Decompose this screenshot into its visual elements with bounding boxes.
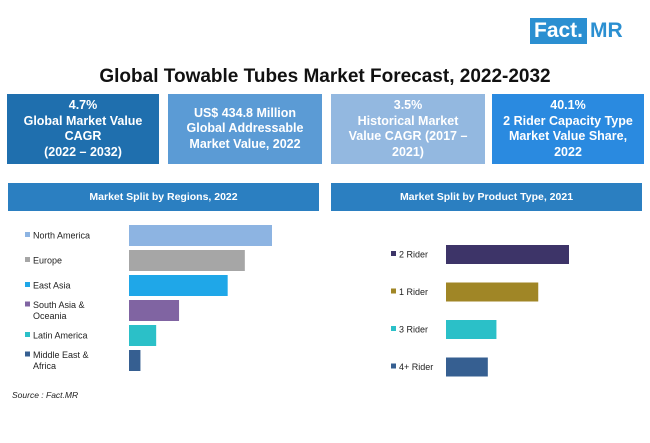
bar-middle-east-africa <box>129 350 140 371</box>
bar-east-asia <box>129 275 228 296</box>
bar-1-rider <box>446 283 538 302</box>
legend-marker <box>391 364 396 369</box>
category-label: Oceania <box>33 311 67 321</box>
legend-marker <box>25 232 30 237</box>
category-label: 1 Rider <box>399 287 428 297</box>
category-label: North America <box>33 231 90 241</box>
category-label: 3 Rider <box>399 325 428 335</box>
bar-4-rider <box>446 358 488 377</box>
legend-marker <box>25 257 30 262</box>
legend-marker <box>25 332 30 337</box>
category-label: 2 Rider <box>399 250 428 260</box>
bar-latin-america <box>129 325 156 346</box>
category-label: Latin America <box>33 331 88 341</box>
legend-marker <box>25 302 30 307</box>
bar-charts: North America Europe East Asia South Asia &… <box>0 0 650 443</box>
category-label: Africa <box>33 361 56 371</box>
bar-europe <box>129 250 245 271</box>
bar-north-america <box>129 225 272 246</box>
legend-marker <box>25 352 30 357</box>
category-label: South Asia & <box>33 300 85 310</box>
category-label: East Asia <box>33 281 71 291</box>
legend-marker <box>391 289 396 294</box>
legend-marker <box>391 326 396 331</box>
bar-2-rider <box>446 245 569 264</box>
source-note: Source : Fact.MR <box>12 390 78 400</box>
category-label: 4+ Rider <box>399 362 433 372</box>
category-label: Middle East & <box>33 350 89 360</box>
category-label: Europe <box>33 256 62 266</box>
bar-south-asia-oceania <box>129 300 179 321</box>
bar-3-rider <box>446 320 496 339</box>
legend-marker <box>25 282 30 287</box>
legend-marker <box>391 251 396 256</box>
